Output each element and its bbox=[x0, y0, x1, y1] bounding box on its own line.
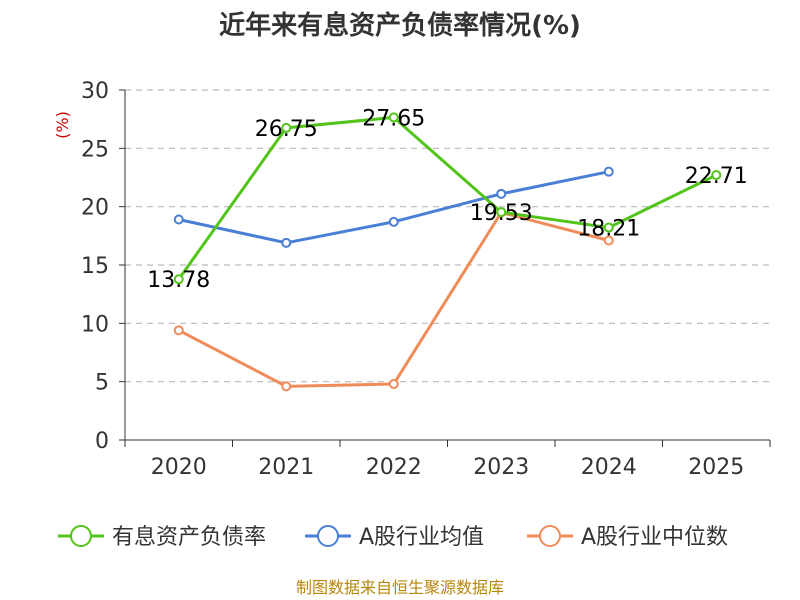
data-point bbox=[496, 188, 507, 199]
x-tick-label: 2021 bbox=[258, 455, 314, 480]
data-point bbox=[281, 122, 292, 133]
series-line bbox=[177, 115, 717, 281]
series-group bbox=[173, 112, 722, 392]
legend-item-2[interactable]: A股行业中位数 bbox=[527, 525, 728, 550]
y-axis-label: (%) bbox=[53, 111, 72, 139]
data-point bbox=[388, 379, 399, 389]
data-point bbox=[281, 237, 292, 248]
source-note: 制图数据来自恒生聚源数据库 bbox=[296, 578, 504, 597]
series-line bbox=[178, 211, 610, 388]
data-point bbox=[711, 170, 722, 181]
x-tick-label: 2025 bbox=[688, 455, 744, 480]
legend-item-1[interactable]: A股行业均值 bbox=[305, 525, 484, 550]
data-label: 26.75 bbox=[255, 117, 318, 142]
x-tick-label: 2024 bbox=[581, 455, 637, 480]
data-point bbox=[603, 166, 614, 177]
data-point bbox=[173, 214, 184, 225]
legend-swatch-marker bbox=[317, 525, 339, 547]
data-label: 27.65 bbox=[362, 106, 425, 131]
series-2 bbox=[173, 207, 614, 392]
data-point bbox=[603, 222, 614, 233]
data-point bbox=[281, 381, 292, 392]
data-point bbox=[603, 235, 614, 246]
y-tick-label: 30 bbox=[81, 79, 109, 104]
legend[interactable]: 有息资产负债率 A股行业均值 A股行业中位数 bbox=[58, 525, 728, 550]
y-tick-label: 5 bbox=[95, 371, 109, 396]
y-tick-label: 0 bbox=[95, 429, 109, 454]
legend-swatch-marker bbox=[539, 525, 561, 547]
data-point bbox=[496, 207, 507, 218]
legend-label: 有息资产负债率 bbox=[112, 525, 266, 550]
data-label: 22.71 bbox=[685, 164, 748, 189]
data-point bbox=[173, 325, 184, 336]
chart-title: 近年来有息资产负债率情况(%) bbox=[219, 10, 581, 41]
data-point bbox=[388, 112, 399, 123]
legend-item-0[interactable]: 有息资产负债率 bbox=[58, 525, 266, 550]
x-tick-label: 2023 bbox=[473, 455, 529, 480]
gridlines bbox=[125, 89, 770, 383]
series-1 bbox=[173, 166, 614, 248]
legend-label: A股行业中位数 bbox=[581, 525, 728, 550]
series-0 bbox=[173, 112, 722, 285]
x-tick-label: 2022 bbox=[366, 455, 422, 480]
data-labels: 13.78 26.75 27.65 19.53 18.21 22.71 bbox=[147, 106, 747, 293]
y-tick-label: 25 bbox=[81, 137, 109, 162]
x-tick-label: 2020 bbox=[151, 455, 207, 480]
legend-swatch-marker bbox=[70, 525, 92, 547]
y-tick-label: 15 bbox=[81, 254, 109, 279]
data-point bbox=[388, 216, 399, 227]
data-label: 19.53 bbox=[470, 201, 533, 226]
y-tick-label: 20 bbox=[81, 196, 109, 221]
data-label: 13.78 bbox=[147, 268, 210, 293]
y-tick-label: 10 bbox=[81, 312, 109, 337]
data-point bbox=[173, 274, 184, 285]
data-label: 18.21 bbox=[577, 217, 640, 242]
legend-label: A股行业均值 bbox=[359, 525, 484, 550]
